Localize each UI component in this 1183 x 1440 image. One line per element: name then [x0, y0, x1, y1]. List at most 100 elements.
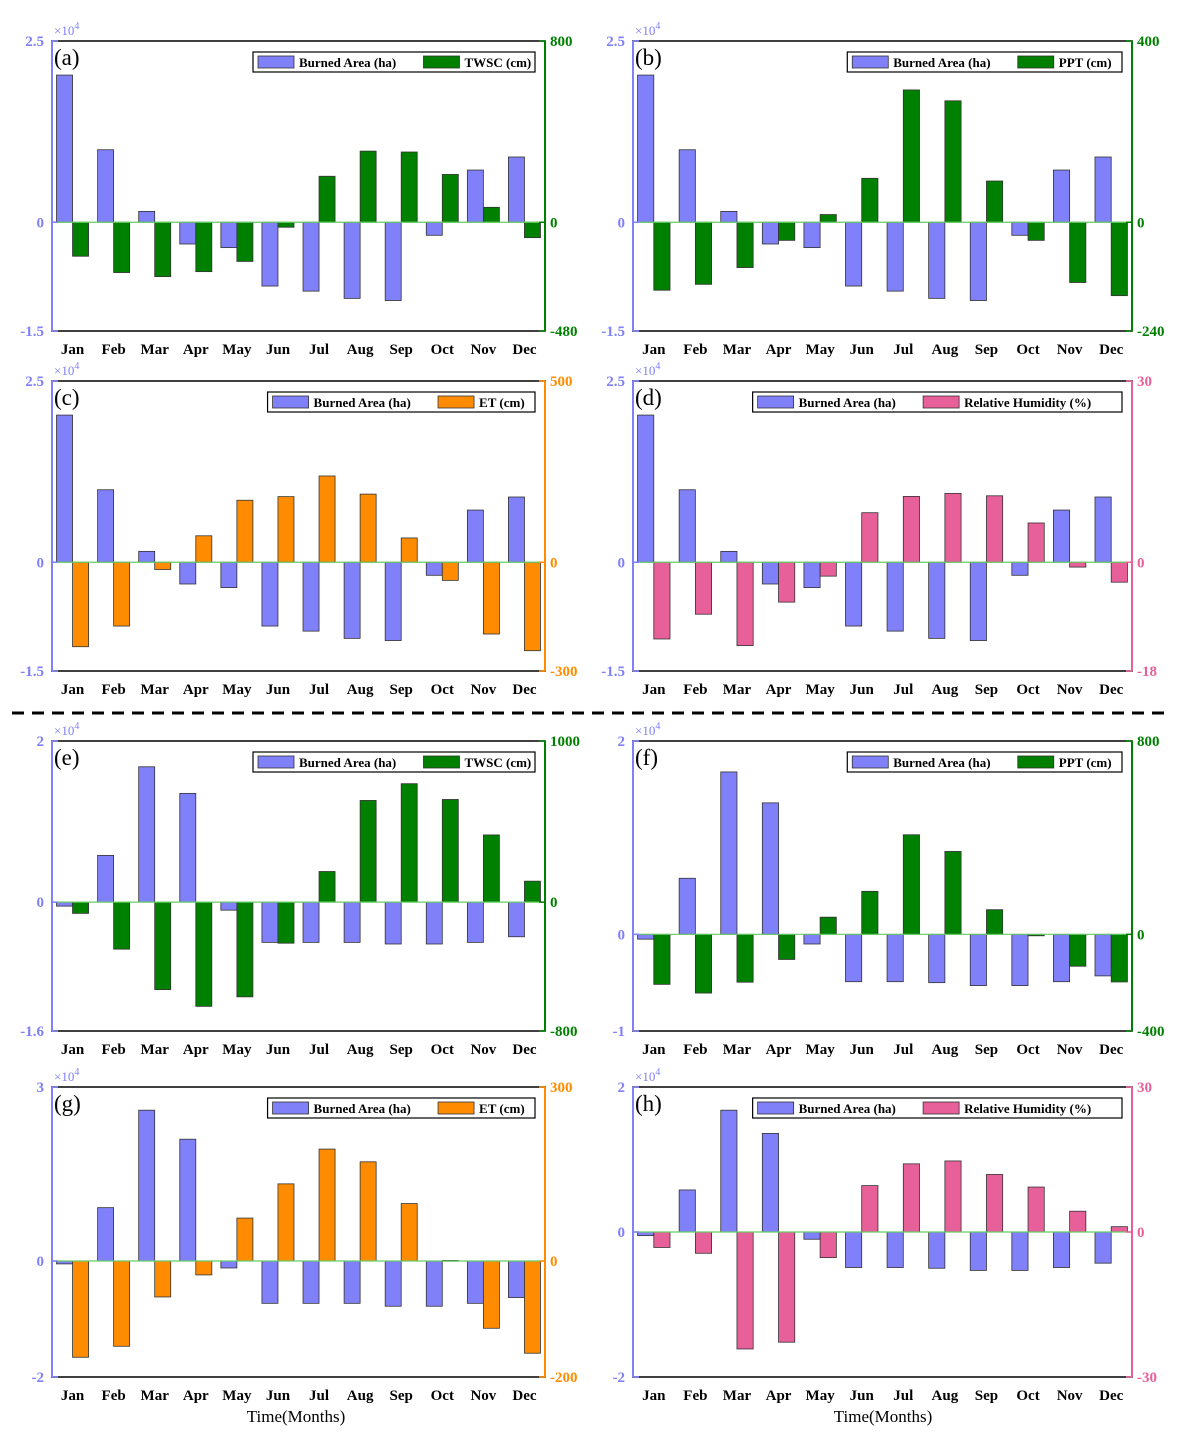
- exponent-base: ×10: [54, 23, 74, 38]
- left-tick-label: -1.5: [601, 664, 625, 680]
- bar-burned-area: [720, 210, 738, 223]
- left-tick-label: 2.5: [25, 374, 44, 390]
- exponent-label: ×104: [54, 361, 79, 378]
- x-tick-label: Oct: [1016, 1042, 1039, 1058]
- x-tick-label: Apr: [766, 1042, 792, 1058]
- bar-burned-area: [179, 792, 197, 903]
- bar-burned-area: [466, 901, 484, 943]
- legend: Burned Area (ha) PPT (cm): [846, 751, 1123, 773]
- x-tick-label: Nov: [1057, 1388, 1083, 1404]
- x-tick-label: Nov: [470, 1388, 496, 1404]
- bar-et: [195, 535, 213, 563]
- x-tick-label: Feb: [102, 682, 126, 698]
- bar-burned-area: [803, 933, 821, 945]
- bar-et: [154, 561, 172, 570]
- bar-burned-area: [384, 1260, 402, 1307]
- left-tick-label: -1.5: [601, 324, 625, 340]
- right-tick-label: -400: [1137, 1024, 1165, 1040]
- legend-label-secondary: TWSC (cm): [464, 755, 531, 770]
- legend-swatch-burned-area: [272, 1101, 309, 1115]
- bar-burned-area: [343, 221, 361, 299]
- legend: Burned Area (ha) PPT (cm): [846, 51, 1123, 73]
- x-tick-label: Jun: [266, 682, 291, 698]
- x-tick-label: Jan: [61, 1388, 85, 1404]
- bar-burned-area: [845, 561, 863, 627]
- bar-burned-area: [261, 1260, 279, 1304]
- legend-label-secondary: Relative Humidity (%): [964, 1101, 1091, 1116]
- exponent-base: ×10: [54, 363, 74, 378]
- panel-c: Jan Feb Mar Apr May Jun Jul Aug Sep Oct Nov Dec -1.5…: [20, 361, 577, 698]
- exponent-base: ×10: [54, 723, 74, 738]
- bar-burned-area: [302, 901, 320, 943]
- panel-label: (g): [54, 1091, 81, 1116]
- bar-burned-area: [886, 221, 904, 292]
- exponent-base: ×10: [635, 723, 655, 738]
- bar-relative: [902, 495, 920, 563]
- bar-burned-area: [220, 1260, 238, 1269]
- exponent-label: ×104: [54, 721, 79, 738]
- bar-twsc: [400, 151, 418, 223]
- left-tick-label: 0: [37, 1254, 45, 1270]
- x-tick-label: Jul: [309, 682, 329, 698]
- legend-swatch-burned-area: [257, 55, 295, 69]
- bar-twsc: [277, 901, 295, 944]
- bar-burned-area: [343, 561, 361, 639]
- legend-swatch-burned-area: [851, 55, 889, 69]
- panel-label: (e): [54, 745, 80, 770]
- bar-twsc: [195, 221, 213, 273]
- bar-burned-area: [761, 1133, 779, 1233]
- legend-swatch-secondary: [1017, 755, 1055, 769]
- bar-et: [318, 475, 336, 563]
- left-tick-label: 0: [37, 555, 45, 571]
- bar-relative: [653, 561, 671, 640]
- right-tick-label: -800: [550, 1024, 578, 1040]
- right-tick-label: 300: [550, 1080, 573, 1096]
- bar-ppt: [986, 180, 1004, 223]
- bar-et: [482, 1260, 500, 1329]
- bar-burned-area: [261, 901, 279, 943]
- bar-burned-area: [803, 221, 821, 249]
- x-tick-label: Jul: [893, 1042, 913, 1058]
- left-tick-label: 2: [618, 734, 626, 750]
- x-tick-label: Mar: [141, 682, 170, 698]
- bar-ppt: [653, 221, 671, 291]
- x-tick-label: Aug: [932, 1388, 959, 1404]
- x-tick-label: Dec: [512, 682, 536, 698]
- exponent-power: 4: [655, 21, 660, 32]
- legend-label-secondary: PPT (cm): [1059, 55, 1112, 70]
- x-tick-label: Dec: [512, 1042, 536, 1058]
- x-tick-label: Aug: [347, 1042, 374, 1058]
- x-tick-label: Nov: [1057, 342, 1083, 358]
- x-tick-label: Jan: [61, 682, 85, 698]
- bar-et: [195, 1260, 213, 1276]
- exponent-power: 4: [74, 361, 79, 372]
- bar-relative: [1027, 1186, 1045, 1233]
- left-tick-label: -1.6: [20, 1024, 44, 1040]
- right-tick-label: -240: [1137, 324, 1165, 340]
- bar-burned-area: [1094, 933, 1112, 977]
- x-tick-label: Feb: [683, 682, 707, 698]
- legend-swatch-burned-area: [757, 395, 795, 409]
- x-tick-label: Dec: [1099, 682, 1123, 698]
- bar-ppt: [694, 221, 712, 285]
- exponent-label: ×104: [635, 21, 660, 38]
- bar-burned-area: [220, 221, 238, 249]
- left-tick-label: 0: [618, 215, 626, 231]
- panel-label: (h): [635, 1091, 662, 1116]
- left-tick-label: -1.5: [20, 664, 44, 680]
- x-tick-label: Feb: [102, 342, 126, 358]
- legend-swatch-secondary: [423, 55, 460, 69]
- x-tick-label: Jun: [266, 1042, 291, 1058]
- x-tick-label: Apr: [183, 1042, 209, 1058]
- bar-ppt: [944, 851, 962, 935]
- exponent-label: ×104: [635, 361, 660, 378]
- x-tick-label: Apr: [766, 342, 792, 358]
- bar-ppt: [902, 89, 920, 223]
- x-tick-label: Dec: [1099, 342, 1123, 358]
- left-tick-label: -2: [32, 1370, 45, 1386]
- right-tick-label: 30: [1137, 1080, 1152, 1096]
- bar-burned-area: [720, 771, 738, 935]
- x-tick-label: Jun: [266, 1388, 291, 1404]
- exponent-power: 4: [74, 21, 79, 32]
- x-tick-label: Sep: [390, 1388, 413, 1404]
